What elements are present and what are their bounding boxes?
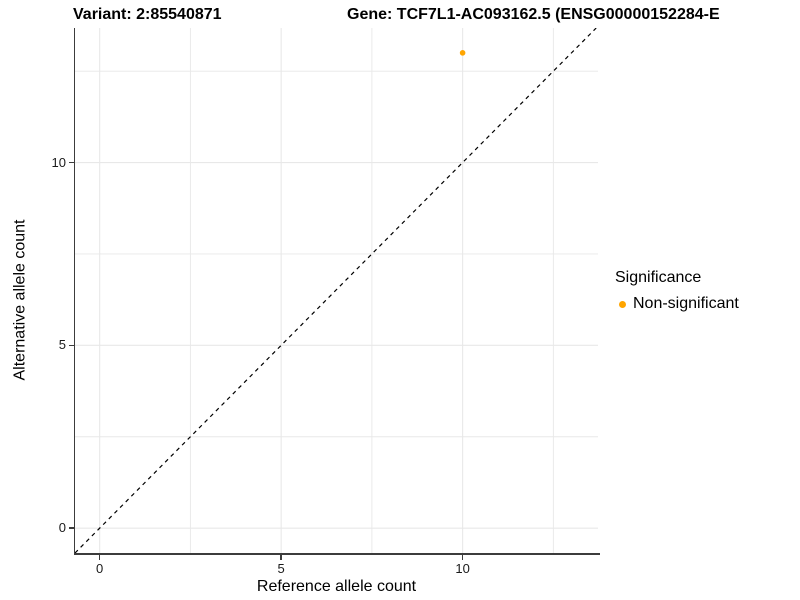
plot-title-variant: Variant: 2:85540871 [73,6,222,23]
y-tick-mark [68,527,74,529]
y-tick-mark [68,161,74,164]
y-tick-label: 5 [58,337,66,353]
plot-title-gene: Gene: TCF7L1-AC093162.5 (ENSG00000152284… [347,6,720,23]
identity-reference-line [75,28,597,553]
legend-point-swatch [619,300,626,308]
plot-panel [75,28,598,553]
x-tick-mark [461,554,464,560]
x-axis-title: Reference allele count [256,578,417,595]
x-tick-mark [98,554,101,560]
x-tick-mark [280,554,282,560]
x-tick-label: 5 [277,561,285,576]
data-point [459,50,466,56]
y-tick-mark [68,344,74,347]
x-tick-label: 10 [455,561,470,576]
y-axis-title: Alternative allele count [11,219,29,381]
y-tick-label: 0 [58,520,66,536]
y-axis-line [73,28,75,555]
x-tick-label: 0 [96,561,104,576]
legend-item-label: Non-significant [633,295,739,312]
x-axis-line [73,553,600,555]
legend-item: Non-significant [615,294,739,314]
plot-area-svg [75,28,598,553]
legend: Significance Non-significant [615,268,739,314]
legend-title: Significance [615,269,702,286]
y-tick-label: 10 [51,154,66,170]
legend-items: Non-significant [615,294,739,314]
